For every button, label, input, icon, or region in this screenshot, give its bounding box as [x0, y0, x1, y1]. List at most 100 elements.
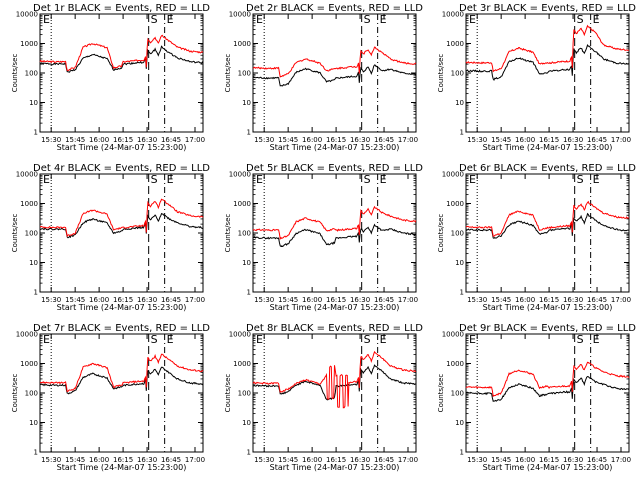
- det-9r-ylabel: Counts/sec: [437, 374, 445, 413]
- det-1r-plot-frame: [39, 13, 204, 133]
- det-7r-xtick-label: 16:45: [161, 456, 181, 464]
- det-2r-ylabel: Counts/sec: [224, 54, 232, 93]
- det-2r-corner-e-label: E: [256, 13, 263, 26]
- det-4r-ylabel: Counts/sec: [11, 214, 19, 253]
- det-2r-ytick-label: 100: [238, 70, 251, 78]
- det-3r-ytick-label: 1: [460, 129, 464, 137]
- det-9r-xtick-label: 15:45: [491, 456, 511, 464]
- det-6r-xtick-label: 16:15: [539, 296, 559, 304]
- det-6r-ytick-label: 10: [455, 259, 464, 267]
- det-4r-e-label: E: [167, 173, 174, 186]
- det-1r-ytick-label: 1: [34, 129, 38, 137]
- det-3r-ylabel: Counts/sec: [437, 54, 445, 93]
- det-9r-ytick-label: 100: [451, 390, 464, 398]
- det-8r-corner-e-label: E: [256, 333, 263, 346]
- det-6r-xtick-label: 15:30: [467, 296, 487, 304]
- det-9r-ytick-label: 10: [455, 419, 464, 427]
- det-8r-title: Det 8r BLACK = Events, RED = LLD: [246, 323, 423, 334]
- det-2r-xtick-label: 16:00: [302, 136, 322, 144]
- det-1r-xtick-label: 16:00: [89, 136, 109, 144]
- det-6r-ylabel: Counts/sec: [437, 214, 445, 253]
- det-6r-xtick-label: 16:45: [587, 296, 607, 304]
- det-2r-s-label: S: [364, 13, 371, 26]
- det-9r-xtick-label: 16:45: [587, 456, 607, 464]
- det-1r-ytick-label: 1000: [20, 40, 38, 48]
- det-4r-xtick-label: 15:30: [41, 296, 61, 304]
- det-7r-ytick-label: 1: [34, 449, 38, 457]
- det-5r-ytick-label: 10000: [229, 171, 251, 179]
- det-9r-xtick-label: 15:30: [467, 456, 487, 464]
- det-2r-xtick-label: 17:00: [398, 136, 418, 144]
- det-7r-xtick-label: 16:30: [137, 456, 157, 464]
- det-8r-ytick-label: 1000: [233, 360, 251, 368]
- det-1r-xlabel: Start Time (24-Mar-07 15:23:00): [57, 143, 187, 152]
- det-5r-plot-frame: [252, 173, 417, 293]
- det-3r-xtick-label: 17:00: [611, 136, 631, 144]
- det-9r-lld-series-line: [465, 361, 630, 398]
- det-8r-xtick-label: 16:00: [302, 456, 322, 464]
- det-1r-ylabel: Counts/sec: [11, 54, 19, 93]
- det-6r-xlabel: Start Time (24-Mar-07 15:23:00): [483, 303, 613, 312]
- det-7r-xlabel: Start Time (24-Mar-07 15:23:00): [57, 463, 187, 472]
- det-5r-corner-e-label: E: [256, 173, 263, 186]
- det-7r-s-label: S: [151, 333, 158, 346]
- det-5r-events-series-line: [252, 223, 417, 248]
- det-3r-xtick-label: 16:45: [587, 136, 607, 144]
- det-6r-events-series-line: [465, 212, 630, 239]
- det-9r-ytick-label: 1000: [446, 360, 464, 368]
- det-7r-plot-frame: [39, 333, 204, 453]
- det-8r-ytick-label: 10000: [229, 331, 251, 339]
- det-1r-xtick-label: 16:30: [137, 136, 157, 144]
- det-5r-ylabel: Counts/sec: [224, 214, 232, 253]
- det-4r-xtick-label: 16:30: [137, 296, 157, 304]
- det-1r-s-label: S: [151, 13, 158, 26]
- det-6r-lld-series-line: [465, 200, 630, 237]
- det-8r-ytick-label: 10: [242, 419, 251, 427]
- det-3r-xtick-label: 15:45: [491, 136, 511, 144]
- det-9r-xlabel: Start Time (24-Mar-07 15:23:00): [483, 463, 613, 472]
- det-2r-ytick-label: 10000: [229, 11, 251, 19]
- det-8r-events-series-line: [252, 364, 417, 401]
- det-5r-title: Det 5r BLACK = Events, RED = LLD: [246, 163, 423, 174]
- det-5r-ytick-label: 1000: [233, 200, 251, 208]
- det-6r-plot-frame: [465, 173, 630, 293]
- det-9r-xtick-label: 16:00: [515, 456, 535, 464]
- det-7r-corner-e-label: E: [43, 333, 50, 346]
- det-2r-xtick-label: 16:15: [326, 136, 346, 144]
- det-5r-xtick-label: 16:45: [374, 296, 394, 304]
- det-2r-xtick-label: 15:45: [278, 136, 298, 144]
- det-9r-xtick-label: 16:15: [539, 456, 559, 464]
- det-2r-ytick-label: 10: [242, 99, 251, 107]
- det-7r-xtick-label: 15:30: [41, 456, 61, 464]
- det-1r-title: Det 1r BLACK = Events, RED = LLD: [33, 3, 210, 14]
- det-4r-xtick-label: 17:00: [185, 296, 205, 304]
- det-5r-xtick-label: 15:45: [278, 296, 298, 304]
- det-4r-xtick-label: 15:45: [65, 296, 85, 304]
- det-1r-xtick-label: 16:45: [161, 136, 181, 144]
- det-8r-ytick-label: 1: [247, 449, 251, 457]
- det-7r-events-series-line: [39, 366, 204, 395]
- det-5r-xtick-label: 15:30: [254, 296, 274, 304]
- det-8r-xtick-label: 16:15: [326, 456, 346, 464]
- det-7r-ytick-label: 1000: [20, 360, 38, 368]
- det-9r-e-label: E: [593, 333, 600, 346]
- det-3r-s-label: S: [577, 13, 584, 26]
- det-6r-ytick-label: 1: [460, 289, 464, 297]
- det-6r-ytick-label: 10000: [442, 171, 464, 179]
- det-5r-e-label: E: [380, 173, 387, 186]
- det-4r-ytick-label: 10000: [16, 171, 38, 179]
- det-9r-s-label: S: [577, 333, 584, 346]
- det-3r-xtick-label: 16:15: [539, 136, 559, 144]
- det-6r-corner-e-label: E: [469, 173, 476, 186]
- det-2r-title: Det 2r BLACK = Events, RED = LLD: [246, 3, 423, 14]
- det-6r-s-label: S: [577, 173, 584, 186]
- det-7r-ytick-label: 10000: [16, 331, 38, 339]
- det-3r-ytick-label: 10000: [442, 11, 464, 19]
- det-1r-ytick-label: 100: [25, 70, 38, 78]
- det-2r-lld-series-line: [252, 46, 417, 78]
- det-5r-xtick-label: 16:15: [326, 296, 346, 304]
- det-5r-s-label: S: [364, 173, 371, 186]
- det-9r-xtick-label: 17:00: [611, 456, 631, 464]
- det-7r-ylabel: Counts/sec: [11, 374, 19, 413]
